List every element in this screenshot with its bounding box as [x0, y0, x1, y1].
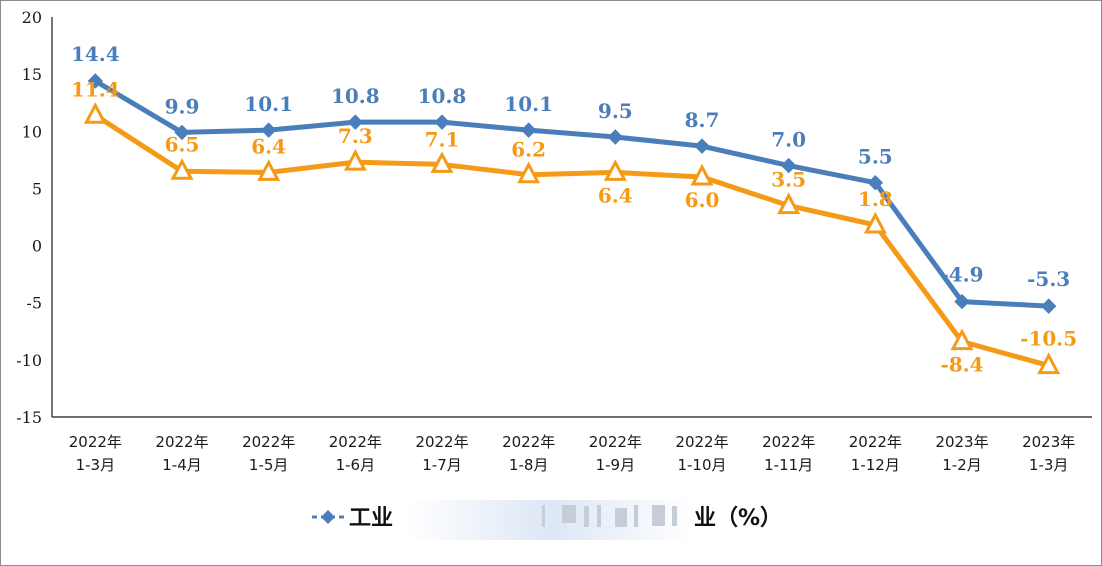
data-point-blue	[1040, 298, 1057, 314]
data-label-blue: 10.1	[504, 92, 553, 116]
data-label-orange: 1.8	[858, 187, 893, 211]
x-tick-label-period: 1-5月	[249, 456, 289, 474]
data-label-blue: 8.7	[685, 108, 720, 132]
series-line-blue	[92, 78, 1052, 309]
data-point-orange	[777, 192, 801, 215]
x-tick-label-period: 1-12月	[851, 456, 900, 474]
data-point-orange	[257, 159, 281, 181]
data-label-orange: -10.5	[1020, 327, 1077, 351]
x-tick-label-period: 1-6月	[336, 456, 376, 474]
data-label-blue: -5.3	[1027, 267, 1070, 291]
x-tick-label-year: 2022年	[155, 433, 208, 451]
x-tick-label-year: 2022年	[69, 433, 122, 451]
data-point-blue	[87, 73, 104, 89]
legend: 工业 业（%）	[312, 500, 782, 540]
y-tick-label: -15	[16, 408, 42, 427]
x-tick-label-period: 1-10月	[677, 456, 726, 474]
x-tick-label-period: 1-7月	[422, 456, 462, 474]
data-point-orange	[950, 328, 974, 351]
legend-label-right: 业（%）	[694, 506, 782, 531]
y-tick-label: 15	[22, 65, 42, 84]
data-label-blue: -4.9	[940, 263, 983, 287]
data-point-orange	[170, 158, 194, 180]
data-point-blue	[780, 157, 797, 174]
x-tick-label-year: 2023年	[1022, 433, 1075, 451]
y-tick-label: -10	[16, 351, 42, 370]
data-point-blue	[954, 293, 970, 310]
data-label-blue: 14.4	[71, 42, 120, 66]
x-tick-label-period: 1-8月	[509, 456, 549, 474]
data-label-blue: 5.5	[858, 145, 893, 169]
y-tick-label: 10	[22, 122, 42, 141]
x-tick-label-year: 2022年	[329, 433, 382, 451]
y-tick-label: -5	[26, 294, 42, 313]
data-label-orange: 6.0	[685, 188, 720, 212]
data-label-orange: 11.4	[71, 77, 120, 101]
x-tick-label-year: 2022年	[589, 433, 642, 451]
data-point-orange	[83, 102, 107, 124]
legend-redaction	[405, 500, 695, 540]
x-tick-label-period: 1-11月	[764, 456, 813, 474]
x-tick-label-period: 1-2月	[942, 456, 982, 474]
data-label-orange: 7.3	[338, 124, 373, 148]
y-tick-label: 0	[32, 237, 42, 256]
data-label-orange: -8.4	[940, 353, 983, 377]
x-tick-label-year: 2023年	[935, 433, 988, 451]
data-label-orange: 6.4	[598, 183, 633, 207]
data-point-blue	[607, 129, 624, 145]
data-label-orange: 6.2	[511, 138, 546, 162]
data-label-orange: 6.5	[165, 132, 200, 156]
x-tick-label-year: 2022年	[415, 433, 468, 451]
x-tick-label-year: 2022年	[762, 433, 815, 451]
data-label-blue: 10.1	[244, 92, 293, 116]
data-point-blue	[260, 122, 277, 138]
x-tick-label-period: 1-3月	[1029, 456, 1069, 474]
data-point-orange	[343, 148, 367, 171]
x-tick-label-year: 2022年	[242, 433, 295, 451]
legend-label-left: 工业	[349, 506, 393, 531]
data-point-orange	[1037, 352, 1061, 375]
data-point-blue	[347, 114, 364, 130]
x-tick-label-year: 2022年	[849, 433, 902, 451]
data-point-blue	[520, 122, 537, 138]
data-label-blue: 9.9	[165, 94, 200, 118]
data-label-orange: 6.4	[251, 134, 286, 158]
data-point-blue	[434, 114, 450, 130]
data-label-orange: 7.1	[425, 127, 460, 151]
data-point-blue	[867, 175, 884, 191]
data-label-blue: 9.5	[598, 99, 633, 123]
data-label-blue: 10.8	[418, 84, 467, 108]
data-point-orange	[690, 163, 714, 186]
data-point-orange	[430, 151, 454, 173]
data-label-blue: 7.0	[771, 128, 806, 152]
data-point-orange	[863, 211, 887, 234]
legend-obscured-glyphs	[542, 505, 677, 527]
data-point-orange	[517, 161, 541, 184]
x-tick-label-period: 1-3月	[76, 456, 116, 474]
x-tick-label-period: 1-4月	[162, 456, 202, 474]
y-tick-label: 5	[32, 179, 42, 198]
x-tick-label-period: 1-9月	[596, 456, 636, 474]
legend-diamond-icon	[321, 510, 335, 524]
x-tick-label-year: 2022年	[502, 433, 555, 451]
series-line-orange	[92, 112, 1052, 369]
data-label-blue: 10.8	[331, 84, 380, 108]
data-point-blue	[694, 138, 710, 154]
data-label-orange: 3.5	[771, 168, 806, 192]
data-point-blue	[174, 124, 190, 141]
y-tick-label: 20	[22, 8, 42, 27]
data-point-orange	[603, 159, 627, 181]
x-tick-label-year: 2022年	[675, 433, 728, 451]
